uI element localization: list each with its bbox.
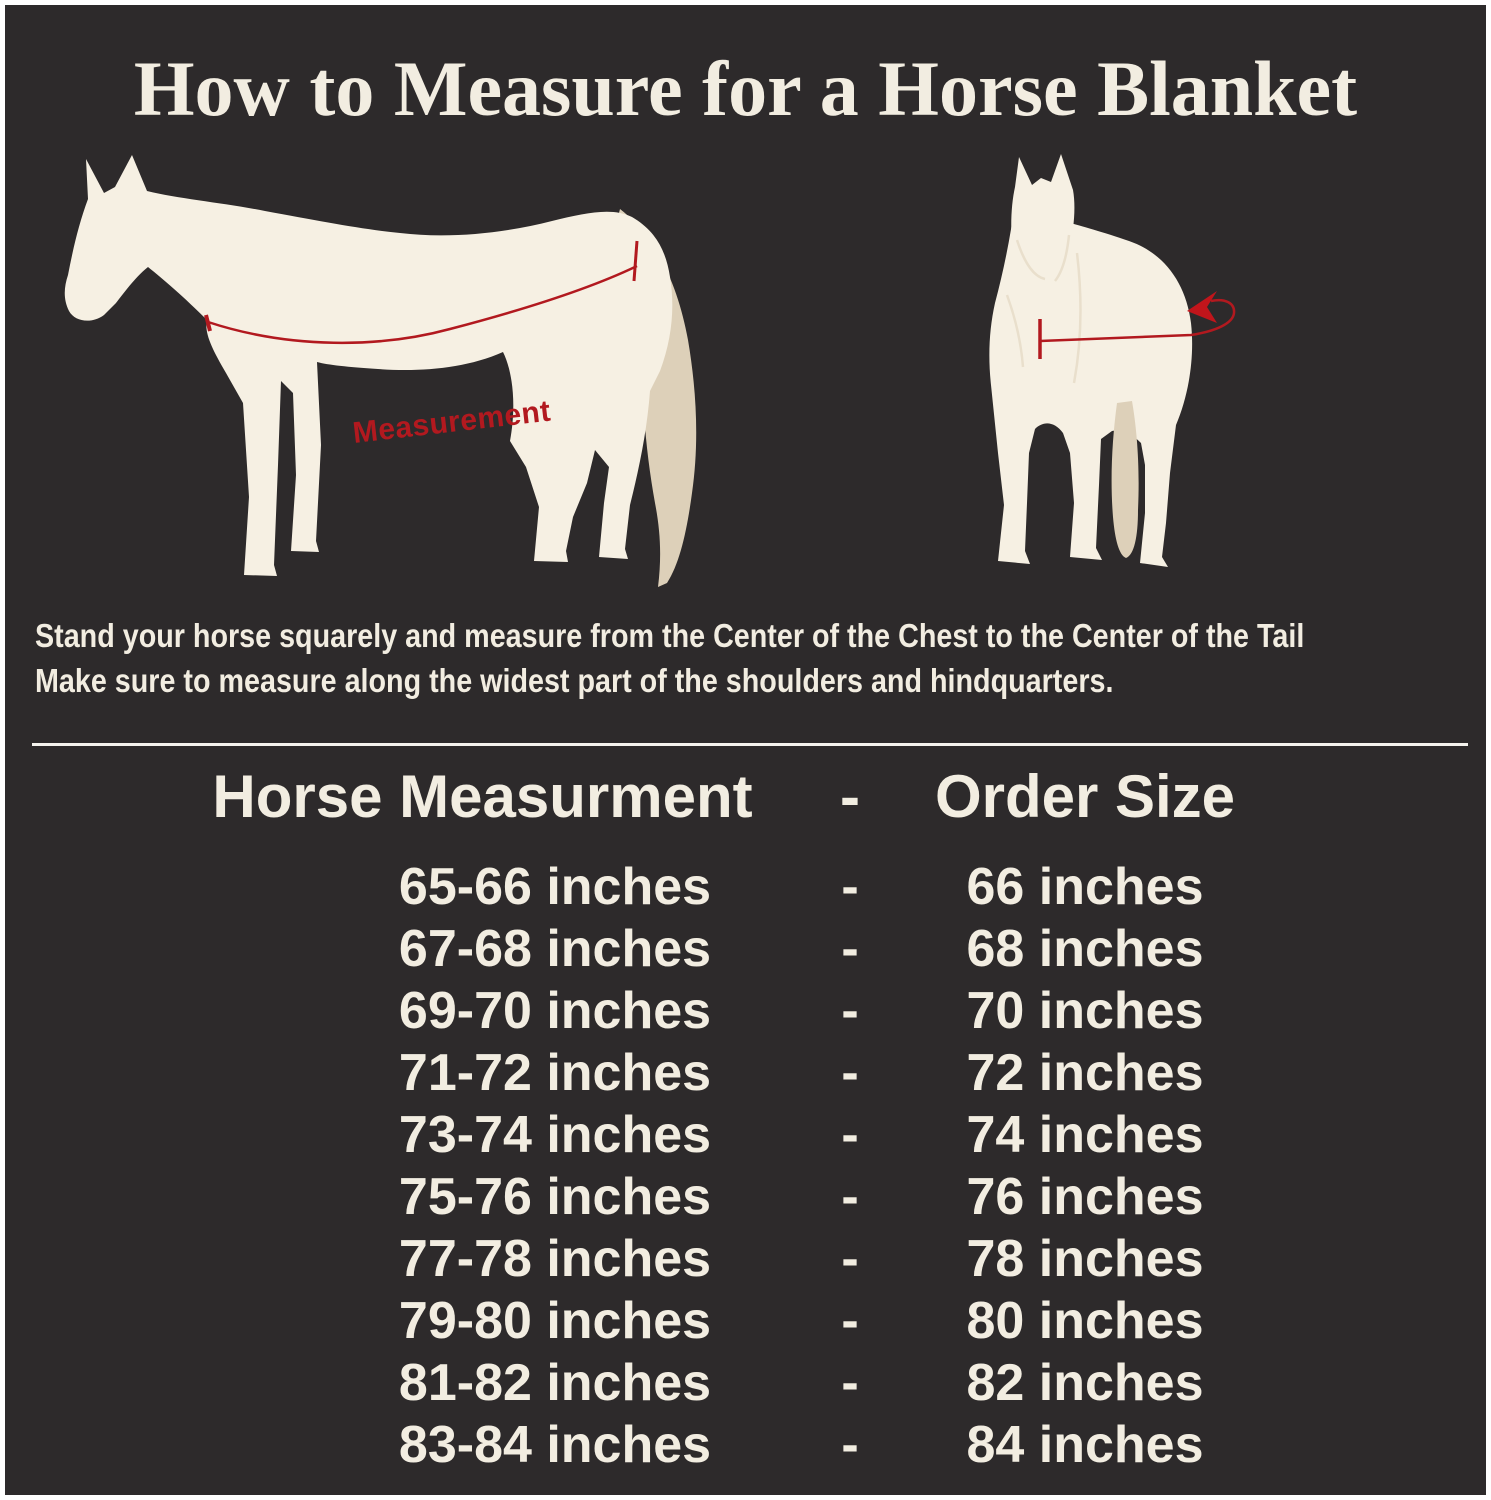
table-row: 75-76 inches - 76 inches	[5, 1166, 1486, 1228]
table-row: 67-68 inches - 68 inches	[5, 918, 1486, 980]
horse-measurement-cell: 65-66 inches	[398, 858, 712, 916]
table-body: 65-66 inches - 66 inches 67-68 inches - …	[5, 856, 1486, 1476]
separator-dash: -	[841, 982, 859, 1040]
separator-dash: -	[841, 920, 859, 978]
horse-illustrations: Measurement	[5, 145, 1486, 615]
order-size-cell: 74 inches	[966, 1106, 1204, 1164]
horse-measurement-cell: 73-74 inches	[398, 1106, 712, 1164]
instruction-line-1: Stand your horse squarely and measure fr…	[35, 617, 1305, 654]
table-row: 81-82 inches - 82 inches	[5, 1352, 1486, 1414]
measurement-start-tick	[204, 314, 212, 332]
order-size-cell: 68 inches	[966, 920, 1204, 978]
separator-dash: -	[841, 858, 859, 916]
horse-body-path	[64, 155, 673, 576]
front-horse-illustration	[989, 154, 1236, 567]
order-size-cell: 66 inches	[966, 858, 1204, 916]
separator-dash: -	[841, 1416, 859, 1474]
horse-measurement-cell: 81-82 inches	[398, 1354, 712, 1412]
horse-front-tail	[1111, 401, 1139, 558]
separator-dash: -	[841, 1292, 859, 1350]
separator-dash: -	[841, 1106, 859, 1164]
order-size-cell: 72 inches	[966, 1044, 1204, 1102]
order-size-cell: 82 inches	[966, 1354, 1204, 1412]
separator-dash: -	[841, 1354, 859, 1412]
separator-dash: -	[841, 1044, 859, 1102]
table-row: 65-66 inches - 66 inches	[5, 856, 1486, 918]
instructions-text: Stand your horse squarely and measure fr…	[35, 613, 1486, 703]
order-size-cell: 80 inches	[966, 1292, 1204, 1350]
horse-measurement-cell: 79-80 inches	[398, 1292, 712, 1350]
table-header-row: Horse Measurment - Order Size	[5, 757, 1486, 837]
horse-measurement-cell: 71-72 inches	[398, 1044, 712, 1102]
table-row: 77-78 inches - 78 inches	[5, 1228, 1486, 1290]
page-title: How to Measure for a Horse Blanket	[133, 45, 1358, 132]
table-row: 79-80 inches - 80 inches	[5, 1290, 1486, 1352]
horse-measurement-cell: 77-78 inches	[398, 1230, 712, 1288]
table-row: 71-72 inches - 72 inches	[5, 1042, 1486, 1104]
table-row: 69-70 inches - 70 inches	[5, 980, 1486, 1042]
horse-front-body-path	[989, 203, 1193, 567]
horse-measurement-cell: 83-84 inches	[398, 1416, 712, 1474]
table-row: 83-84 inches - 84 inches	[5, 1414, 1486, 1476]
table-row: 73-74 inches - 74 inches	[5, 1104, 1486, 1166]
horse-measurement-cell: 75-76 inches	[398, 1168, 712, 1226]
horse-measurement-cell: 67-68 inches	[398, 920, 712, 978]
instruction-line-2: Make sure to measure along the widest pa…	[35, 662, 1114, 699]
header-order-size: Order Size	[934, 763, 1236, 830]
girth-measurement-line	[207, 264, 638, 345]
wrap-arrowhead-icon	[1187, 291, 1217, 323]
horse-measurement-cell: 69-70 inches	[398, 982, 712, 1040]
divider-line	[32, 743, 1468, 746]
wrap-measurement-line	[1039, 298, 1236, 343]
side-horse-illustration	[64, 155, 697, 587]
shading-creases	[1005, 234, 1082, 384]
order-size-cell: 84 inches	[966, 1416, 1204, 1474]
header-horse-measurement: Horse Measurment	[212, 763, 753, 830]
measurement-end-tick	[632, 240, 639, 282]
order-size-cell: 70 inches	[966, 982, 1204, 1040]
header-separator-dash: -	[840, 763, 860, 830]
order-size-cell: 76 inches	[966, 1168, 1204, 1226]
order-size-cell: 78 inches	[966, 1230, 1204, 1288]
separator-dash: -	[841, 1230, 859, 1288]
separator-dash: -	[841, 1168, 859, 1226]
horse-front-head-path	[1011, 154, 1075, 291]
